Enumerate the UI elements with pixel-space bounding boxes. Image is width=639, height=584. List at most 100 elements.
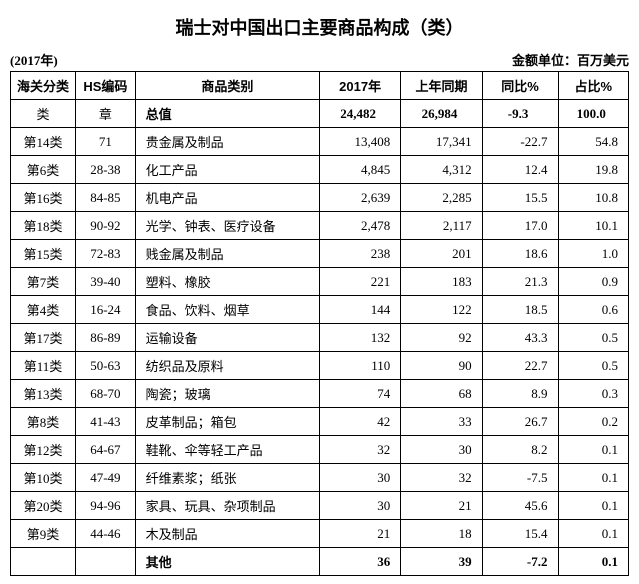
cell-customs: 第10类 [11, 464, 76, 492]
cell-yoy: 22.7 [482, 352, 558, 380]
table-row: 第16类84-85机电产品2,6392,28515.510.8 [11, 184, 629, 212]
cell-2017: 4,845 [319, 156, 400, 184]
cell-hs: 47-49 [76, 464, 136, 492]
cell-yoy: 43.3 [482, 324, 558, 352]
cell-prev: 90 [401, 352, 482, 380]
cell-2017: 144 [319, 296, 400, 324]
cell-name: 木及制品 [135, 520, 319, 548]
cell-name: 运输设备 [135, 324, 319, 352]
cell-yoy: -7.2 [482, 548, 558, 576]
cell-2017: 221 [319, 268, 400, 296]
cell-share: 0.1 [558, 492, 629, 520]
cell-prev: 18 [401, 520, 482, 548]
cell-customs: 第15类 [11, 240, 76, 268]
cell-share: 10.1 [558, 212, 629, 240]
cell-name: 陶瓷；玻璃 [135, 380, 319, 408]
total-yoy: -9.3 [482, 100, 558, 128]
cell-yoy: 26.7 [482, 408, 558, 436]
table-row: 第15类72-83贱金属及制品23820118.61.0 [11, 240, 629, 268]
cell-share: 0.3 [558, 380, 629, 408]
cell-prev: 183 [401, 268, 482, 296]
cell-hs: 44-46 [76, 520, 136, 548]
cell-hs: 72-83 [76, 240, 136, 268]
cell-2017: 13,408 [319, 128, 400, 156]
cell-share: 0.1 [558, 548, 629, 576]
col-customs: 海关分类 [11, 72, 76, 100]
cell-share: 10.8 [558, 184, 629, 212]
cell-share: 0.6 [558, 296, 629, 324]
other-row: 其他3639-7.20.1 [11, 548, 629, 576]
total-name: 总值 [135, 100, 319, 128]
cell-share: 0.1 [558, 464, 629, 492]
cell-share: 54.8 [558, 128, 629, 156]
cell-hs: 50-63 [76, 352, 136, 380]
cell-prev: 4,312 [401, 156, 482, 184]
cell-2017: 21 [319, 520, 400, 548]
cell-yoy: 15.5 [482, 184, 558, 212]
table-row: 第20类94-96家具、玩具、杂项制品302145.60.1 [11, 492, 629, 520]
cell-yoy: 21.3 [482, 268, 558, 296]
table-row: 第10类47-49纤维素浆；纸张3032-7.50.1 [11, 464, 629, 492]
cell-yoy: -7.5 [482, 464, 558, 492]
cell-name: 家具、玩具、杂项制品 [135, 492, 319, 520]
cell-2017: 30 [319, 492, 400, 520]
table-row: 第6类28-38化工产品4,8454,31212.419.8 [11, 156, 629, 184]
table-row: 第13类68-70陶瓷；玻璃74688.90.3 [11, 380, 629, 408]
cell-2017: 32 [319, 436, 400, 464]
cell-prev: 201 [401, 240, 482, 268]
cell-yoy: 18.5 [482, 296, 558, 324]
cell-name: 纺织品及原料 [135, 352, 319, 380]
cell-share: 0.5 [558, 352, 629, 380]
table-row: 第18类90-92光学、钟表、医疗设备2,4782,11717.010.1 [11, 212, 629, 240]
cell-name: 化工产品 [135, 156, 319, 184]
total-share: 100.0 [558, 100, 629, 128]
cell-customs: 第12类 [11, 436, 76, 464]
cell-share: 0.9 [558, 268, 629, 296]
cell-hs: 94-96 [76, 492, 136, 520]
cell-name: 鞋靴、伞等轻工产品 [135, 436, 319, 464]
cell-yoy: 18.6 [482, 240, 558, 268]
table-row: 第17类86-89运输设备1329243.30.5 [11, 324, 629, 352]
cell-customs: 第20类 [11, 492, 76, 520]
cell-name: 机电产品 [135, 184, 319, 212]
cell-hs: 68-70 [76, 380, 136, 408]
cell-customs: 第11类 [11, 352, 76, 380]
cell-share: 0.2 [558, 408, 629, 436]
table-row: 第7类39-40塑料、橡胶22118321.30.9 [11, 268, 629, 296]
cell-customs: 第13类 [11, 380, 76, 408]
cell-share: 0.1 [558, 436, 629, 464]
cell-2017: 30 [319, 464, 400, 492]
cell-share: 19.8 [558, 156, 629, 184]
total-prev: 26,984 [401, 100, 482, 128]
cell-yoy: 8.2 [482, 436, 558, 464]
cell-hs: 90-92 [76, 212, 136, 240]
cell-2017: 2,478 [319, 212, 400, 240]
subhead-row: 类 章 总值 24,482 26,984 -9.3 100.0 [11, 100, 629, 128]
cell-hs: 64-67 [76, 436, 136, 464]
unit-label: 金额单位：百万美元 [512, 50, 629, 69]
cell-prev: 21 [401, 492, 482, 520]
table-header-row: 海关分类 HS编码 商品类别 2017年 上年同期 同比% 占比% [11, 72, 629, 100]
total-2017: 24,482 [319, 100, 400, 128]
cell-yoy: 12.4 [482, 156, 558, 184]
col-name: 商品类别 [135, 72, 319, 100]
subhead-customs: 类 [11, 100, 76, 128]
cell-yoy: 8.9 [482, 380, 558, 408]
cell-2017: 2,639 [319, 184, 400, 212]
col-hs: HS编码 [76, 72, 136, 100]
table-row: 第11类50-63纺织品及原料1109022.70.5 [11, 352, 629, 380]
cell-prev: 122 [401, 296, 482, 324]
col-share: 占比% [558, 72, 629, 100]
cell-share: 0.5 [558, 324, 629, 352]
cell-customs: 第8类 [11, 408, 76, 436]
cell-customs: 第18类 [11, 212, 76, 240]
cell-customs: 第17类 [11, 324, 76, 352]
cell-hs: 16-24 [76, 296, 136, 324]
cell-prev: 33 [401, 408, 482, 436]
cell-hs: 28-38 [76, 156, 136, 184]
cell-hs [76, 548, 136, 576]
cell-yoy: 45.6 [482, 492, 558, 520]
cell-name: 塑料、橡胶 [135, 268, 319, 296]
cell-customs: 第4类 [11, 296, 76, 324]
col-prev: 上年同期 [401, 72, 482, 100]
